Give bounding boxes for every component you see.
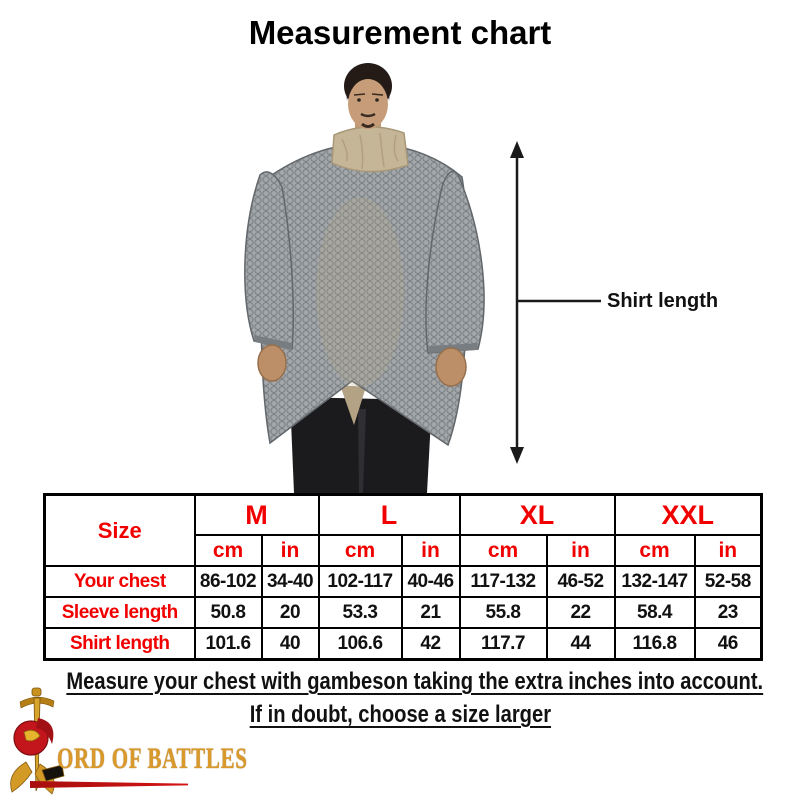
measurement-value: 101.6 [193,627,263,661]
table-header-row-units: cm in cm in cm in cm in [45,534,763,567]
measurement-value: 46 [693,627,763,661]
measurement-value: 40-46 [400,565,461,598]
measurement-value: 106.6 [317,627,403,661]
measurement-value: 34-40 [260,565,320,598]
measurement-value: 23 [693,596,763,629]
measurement-value: 55.8 [458,596,548,629]
table-header-row-sizes: Size M L XL XXL [43,493,763,567]
note-size-larger: If in doubt, choose a size larger [249,701,551,728]
unit-header-cm: cm [458,534,548,567]
size-group-header-xl: XL [458,493,616,536]
table-row-sleeve-length: Sleeve length 50.8 20 53.3 21 55.8 22 58… [43,596,763,629]
measurement-value: 117.7 [458,627,548,661]
measurement-value: 102-117 [317,565,403,598]
size-corner-label: Size [43,493,196,567]
gambeson-collar [331,126,409,173]
unit-header-cm: cm [613,534,696,567]
brand-logo-text: ORD OF BATTLES [57,742,248,775]
size-group-header-m: M [193,493,320,536]
hand-right [435,347,467,387]
mustache [360,112,376,118]
page-title: Measurement chart [248,14,552,51]
unit-header-cm: cm [193,534,263,567]
row-label: Shirt length [43,627,196,661]
shirt-length-arrow [510,141,601,464]
measurement-value: 42 [400,627,461,661]
unit-header-in: in [693,534,763,567]
measurement-value: 52-58 [693,565,763,598]
measurement-value: 50.8 [193,596,263,629]
measurement-value: 117-132 [458,565,548,598]
chainmail-sleeve-left [244,171,295,350]
unit-header-in: in [260,534,320,567]
measurement-value: 116.8 [613,627,696,661]
chainmail-sleeve-right [425,170,485,354]
size-group-header-xxl: XXL [613,493,763,536]
shirt-length-label: Shirt length [607,290,719,312]
lord-of-battles-emblem-icon [10,687,65,795]
measurement-value: 44 [545,627,616,661]
measurement-value: 86-102 [193,565,263,598]
eagle-head [23,729,41,742]
row-label: Sleeve length [43,596,196,629]
table-row-your-chest: Your chest 86-102 34-40 102-117 40-46 11… [43,565,763,598]
arrowhead-up [510,141,524,158]
arrowhead-down [510,447,524,464]
unit-header-in: in [545,534,616,567]
note-measure-chest: Measure your chest with gambeson taking … [66,668,764,695]
measurement-value: 58.4 [613,596,696,629]
gambeson-hem [340,385,366,425]
unit-header-cm: cm [317,534,403,567]
hand-left [257,344,287,382]
chainmail-man-photo [244,63,485,493]
measurement-value: 46-52 [545,565,616,598]
measurement-value: 53.3 [317,596,403,629]
measurement-value: 20 [260,596,320,629]
measurement-value: 22 [545,596,616,629]
row-label: Your chest [43,565,196,598]
size-group-header-l: L [317,493,461,536]
measurement-value: 40 [260,627,320,661]
logo-underline-swoosh [30,781,188,788]
face [348,79,388,129]
beard [361,122,375,128]
measurement-value: 21 [400,596,461,629]
measurement-table: Size M L XL XXL cm in cm in cm in cm in … [43,493,764,661]
table-row-shirt-length: Shirt length 101.6 40 106.6 42 117.7 44 … [43,627,763,661]
measurement-value: 132-147 [613,565,696,598]
unit-header-in: in [400,534,461,567]
